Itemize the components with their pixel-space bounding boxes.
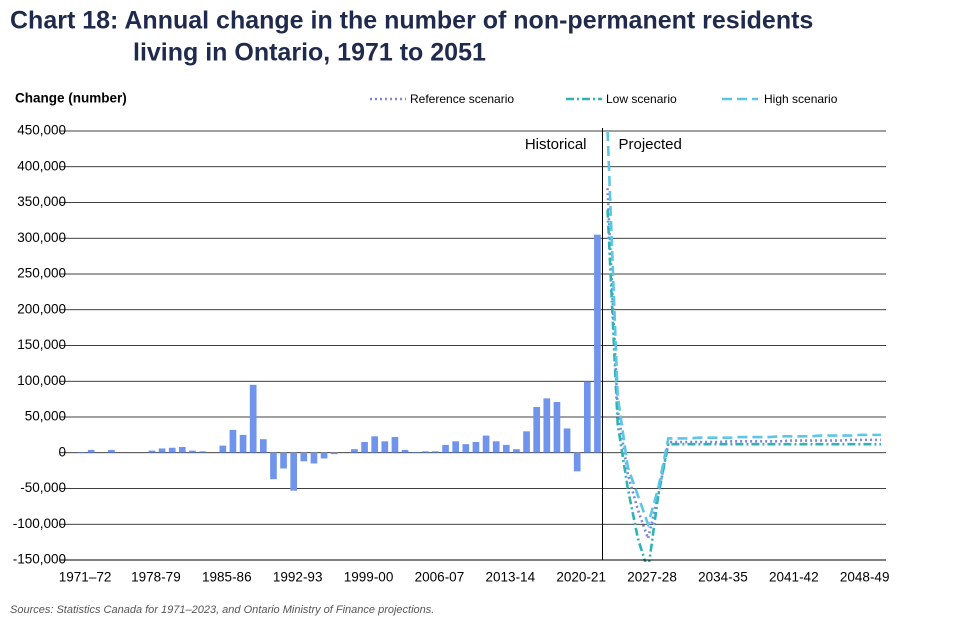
bar: [452, 441, 460, 453]
x-tick-label: 2048-49: [840, 570, 890, 585]
source-note: Sources: Statistics Canada for 1971–2023…: [10, 604, 434, 616]
plot-area: [77, 130, 881, 562]
bar: [239, 434, 247, 453]
series-line: [606, 209, 881, 562]
bar: [462, 444, 470, 453]
bar: [421, 451, 429, 453]
bar: [361, 442, 368, 453]
bar: [330, 452, 338, 455]
bar: [472, 442, 480, 453]
x-tick-label: 2013-14: [486, 570, 536, 585]
y-tick-label: 400,000: [17, 158, 66, 173]
x-tick-label: 1978-79: [131, 570, 181, 585]
bar: [290, 452, 298, 491]
y-tick-label: -50,000: [20, 480, 66, 495]
bar: [432, 451, 439, 453]
series-line: [606, 188, 881, 544]
bar: [87, 449, 95, 453]
bar: [543, 398, 551, 453]
bar: [523, 431, 530, 453]
bar: [533, 406, 541, 453]
annotation: Projected: [619, 136, 682, 153]
bar: [158, 448, 166, 453]
x-tick-label: 2027-28: [627, 570, 677, 585]
y-tick-label: 150,000: [17, 337, 66, 352]
bar: [108, 449, 115, 453]
y-axis-label: Change (number): [15, 91, 127, 106]
x-tick-label: 1971–72: [59, 570, 112, 585]
bar: [168, 447, 176, 453]
bar: [249, 384, 257, 453]
bar: [300, 452, 308, 462]
bar: [563, 428, 571, 453]
y-tick-label: 200,000: [17, 301, 66, 316]
y-tick-label: 100,000: [17, 373, 66, 388]
bar: [482, 435, 490, 453]
bar: [411, 452, 419, 453]
bar: [492, 441, 500, 453]
x-tick-label: 2020-21: [556, 570, 606, 585]
bar: [189, 450, 196, 453]
x-tick-label: 1985-86: [202, 570, 252, 585]
x-tick-label: 2034-35: [698, 570, 748, 585]
legend-label: Low scenario: [606, 92, 677, 106]
bar: [502, 444, 510, 453]
y-tick-label: 350,000: [17, 194, 66, 209]
bar: [280, 452, 287, 469]
bar: [381, 441, 389, 453]
bar: [594, 234, 601, 453]
bar: [229, 429, 237, 453]
bar: [148, 450, 156, 453]
legend-label: High scenario: [764, 92, 838, 106]
bar: [199, 451, 206, 453]
x-tick-label: 2006-07: [415, 570, 465, 585]
y-tick-label: -150,000: [13, 552, 66, 567]
bar: [442, 444, 449, 453]
y-tick-label: 250,000: [17, 266, 66, 281]
bar: [320, 452, 328, 459]
bar: [219, 445, 227, 453]
bar: [270, 452, 277, 480]
chart-title: living in Ontario, 1971 to 2051: [133, 39, 486, 67]
bar: [401, 449, 409, 453]
y-tick-label: 0: [58, 444, 66, 459]
bar: [371, 436, 379, 453]
series-line: [606, 130, 881, 529]
bar: [351, 449, 358, 453]
bar: [573, 452, 581, 472]
bar: [553, 401, 561, 453]
y-tick-label: -100,000: [13, 516, 66, 531]
bar: [513, 449, 520, 453]
annotation: Historical: [525, 136, 587, 153]
bar: [178, 447, 186, 453]
x-tick-label: 1992-93: [273, 570, 323, 585]
bar: [310, 452, 318, 464]
x-tick-label: 1999-00: [344, 570, 394, 585]
y-tick-label: 50,000: [25, 409, 66, 424]
x-tick-label: 2041-42: [769, 570, 819, 585]
y-tick-label: 450,000: [17, 123, 66, 138]
chart-title: Chart 18: Annual change in the number of…: [10, 7, 813, 35]
bar: [583, 381, 591, 453]
legend-label: Reference scenario: [410, 92, 514, 106]
bar: [391, 437, 399, 453]
bar: [259, 439, 267, 453]
y-tick-label: 300,000: [17, 230, 66, 245]
bar: [77, 452, 85, 453]
